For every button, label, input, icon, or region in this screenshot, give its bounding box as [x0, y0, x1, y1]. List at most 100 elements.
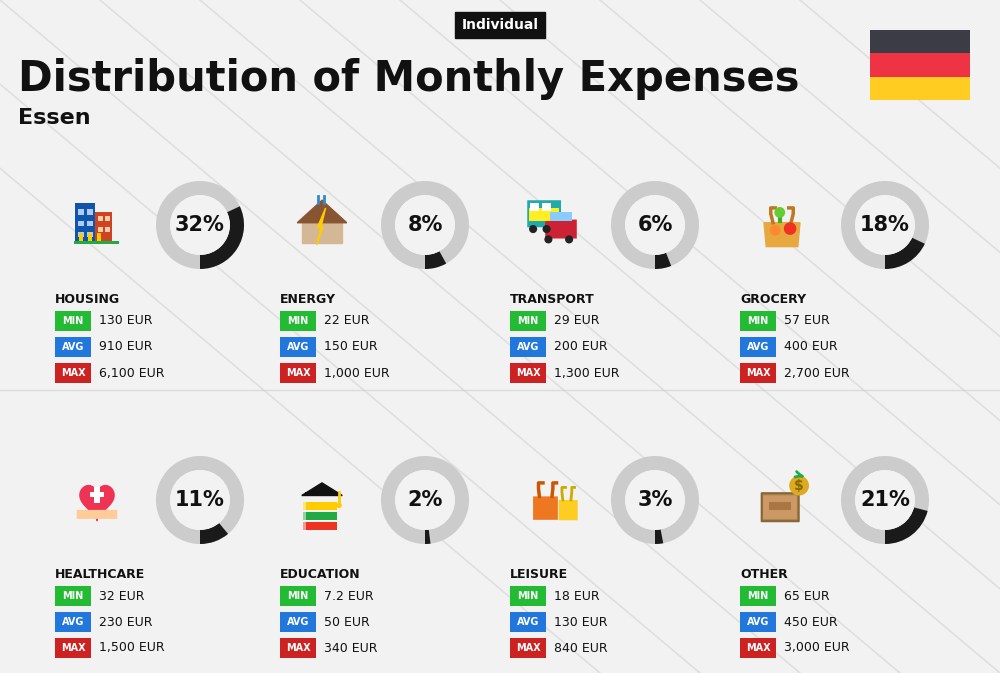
Circle shape — [529, 225, 537, 233]
Bar — [510, 337, 546, 357]
Text: AVG: AVG — [747, 617, 769, 627]
Text: MIN: MIN — [287, 591, 309, 601]
Text: 11%: 11% — [175, 490, 225, 510]
Wedge shape — [200, 206, 244, 269]
Bar — [542, 203, 551, 211]
Text: GROCERY: GROCERY — [740, 293, 806, 306]
Bar — [303, 502, 306, 510]
Bar — [303, 511, 337, 520]
Text: 1,500 EUR: 1,500 EUR — [99, 641, 165, 655]
Polygon shape — [80, 485, 114, 521]
Bar — [280, 638, 316, 658]
Text: 3%: 3% — [637, 490, 673, 510]
Text: 340 EUR: 340 EUR — [324, 641, 378, 655]
Text: 230 EUR: 230 EUR — [99, 616, 152, 629]
Bar — [303, 522, 337, 530]
Text: OTHER: OTHER — [740, 568, 788, 581]
Bar — [90, 492, 104, 497]
Text: 1,300 EUR: 1,300 EUR — [554, 367, 620, 380]
Text: AVG: AVG — [517, 342, 539, 352]
Text: 32 EUR: 32 EUR — [99, 590, 144, 602]
Text: AVG: AVG — [62, 342, 84, 352]
Bar — [98, 216, 103, 221]
Wedge shape — [381, 456, 469, 544]
Bar — [870, 30, 970, 53]
Text: EDUCATION: EDUCATION — [280, 568, 361, 581]
Bar — [280, 311, 316, 331]
Bar — [95, 211, 112, 241]
FancyBboxPatch shape — [559, 500, 578, 520]
Bar — [105, 216, 110, 221]
FancyBboxPatch shape — [77, 510, 117, 519]
Text: 50 EUR: 50 EUR — [324, 616, 370, 629]
Text: 57 EUR: 57 EUR — [784, 314, 830, 328]
Text: MIN: MIN — [747, 316, 769, 326]
Circle shape — [544, 236, 552, 244]
Circle shape — [855, 470, 915, 530]
Wedge shape — [885, 507, 928, 544]
Text: 2%: 2% — [407, 490, 443, 510]
Text: 130 EUR: 130 EUR — [554, 616, 608, 629]
Bar — [55, 586, 91, 606]
Text: 21%: 21% — [860, 490, 910, 510]
Bar — [510, 586, 546, 606]
Bar — [280, 612, 316, 632]
Text: $: $ — [794, 479, 804, 493]
Wedge shape — [611, 181, 699, 269]
Text: AVG: AVG — [517, 617, 539, 627]
Text: 910 EUR: 910 EUR — [99, 341, 152, 353]
Bar — [305, 492, 339, 497]
Text: MAX: MAX — [61, 643, 85, 653]
Text: AVG: AVG — [62, 617, 84, 627]
Bar — [870, 77, 970, 100]
Circle shape — [170, 470, 230, 530]
Text: MAX: MAX — [746, 368, 770, 378]
Text: 2,700 EUR: 2,700 EUR — [784, 367, 850, 380]
Text: MIN: MIN — [62, 316, 84, 326]
FancyBboxPatch shape — [762, 493, 799, 521]
Bar — [280, 337, 316, 357]
Text: 200 EUR: 200 EUR — [554, 341, 608, 353]
Bar — [740, 337, 776, 357]
Bar — [303, 522, 306, 530]
Text: MIN: MIN — [287, 316, 309, 326]
Bar — [87, 232, 92, 237]
Text: LEISURE: LEISURE — [510, 568, 568, 581]
Circle shape — [170, 195, 230, 255]
Text: MIN: MIN — [517, 591, 539, 601]
Bar — [97, 233, 101, 241]
Wedge shape — [156, 181, 244, 269]
Bar — [87, 209, 92, 215]
Circle shape — [784, 222, 796, 235]
Text: 65 EUR: 65 EUR — [784, 590, 830, 602]
Text: 6%: 6% — [637, 215, 673, 235]
Text: MAX: MAX — [516, 643, 540, 653]
Bar — [55, 311, 91, 331]
Text: MAX: MAX — [516, 368, 540, 378]
Text: 1,000 EUR: 1,000 EUR — [324, 367, 390, 380]
Polygon shape — [302, 223, 342, 243]
Text: Individual: Individual — [462, 18, 538, 32]
Text: 840 EUR: 840 EUR — [554, 641, 608, 655]
Text: 6,100 EUR: 6,100 EUR — [99, 367, 164, 380]
Text: TRANSPORT: TRANSPORT — [510, 293, 595, 306]
Text: 400 EUR: 400 EUR — [784, 341, 838, 353]
Text: 130 EUR: 130 EUR — [99, 314, 152, 328]
Bar — [87, 221, 92, 226]
FancyBboxPatch shape — [533, 497, 558, 520]
Text: MAX: MAX — [286, 368, 310, 378]
Text: 18%: 18% — [860, 215, 910, 235]
Polygon shape — [764, 223, 800, 246]
Circle shape — [770, 225, 781, 236]
Bar — [740, 638, 776, 658]
Wedge shape — [381, 181, 469, 269]
FancyBboxPatch shape — [527, 201, 561, 227]
Text: 150 EUR: 150 EUR — [324, 341, 378, 353]
Wedge shape — [611, 456, 699, 544]
Text: HOUSING: HOUSING — [55, 293, 120, 306]
Circle shape — [789, 476, 809, 495]
Bar — [740, 586, 776, 606]
Wedge shape — [425, 251, 446, 269]
Circle shape — [855, 195, 915, 255]
Text: 7.2 EUR: 7.2 EUR — [324, 590, 374, 602]
